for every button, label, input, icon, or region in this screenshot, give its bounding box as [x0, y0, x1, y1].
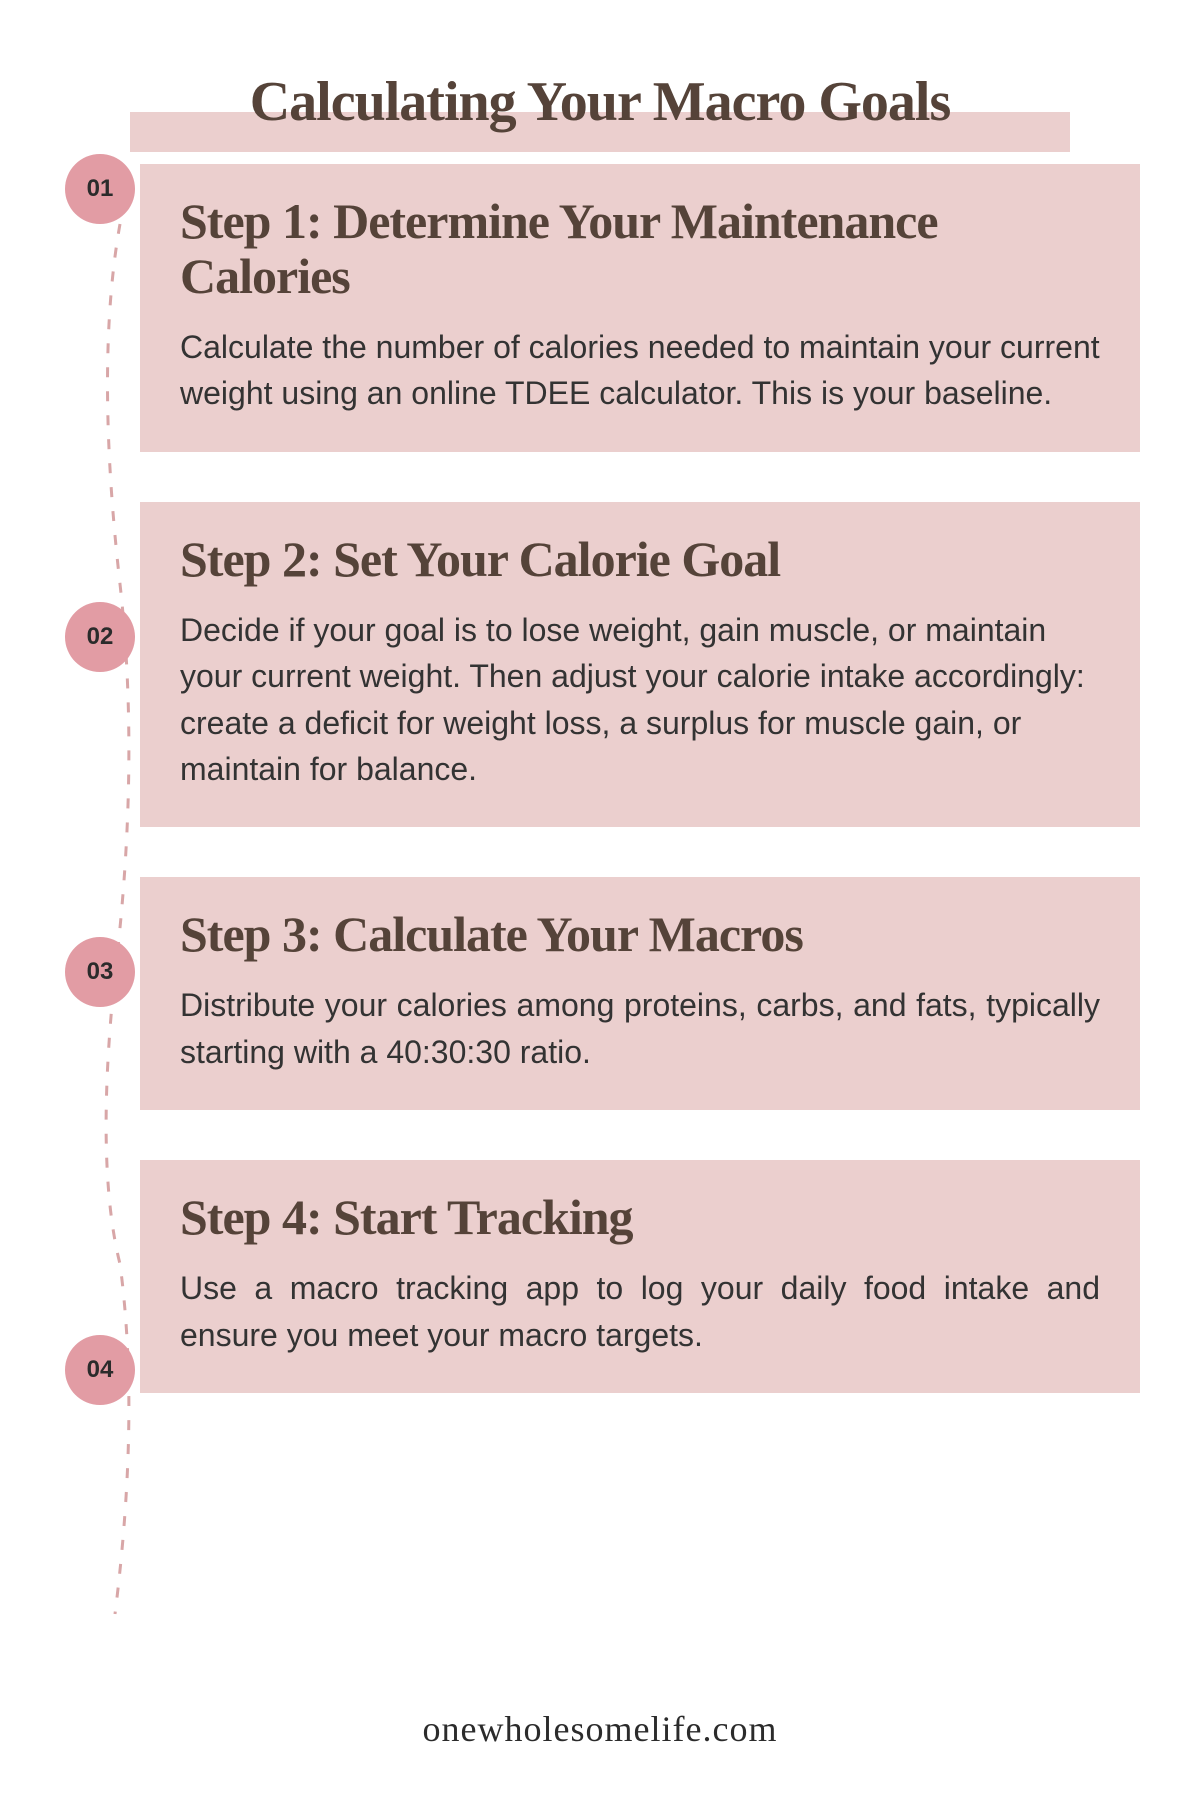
step-body: Distribute your calories among proteins,… — [180, 982, 1100, 1075]
page-title: Calculating Your Macro Goals — [60, 70, 1140, 134]
step-badge-2: 02 — [65, 602, 135, 672]
step-title: Step 1: Determine Your Maintenance Calor… — [180, 194, 1100, 304]
steps-container: 01 Step 1: Determine Your Maintenance Ca… — [140, 164, 1140, 1393]
step-badge-3: 03 — [65, 937, 135, 1007]
step-body: Calculate the number of calories needed … — [180, 324, 1100, 417]
step-badge-4: 04 — [65, 1335, 135, 1405]
step-badge-1: 01 — [65, 154, 135, 224]
step-card-3: 03 Step 3: Calculate Your Macros Distrib… — [140, 877, 1140, 1110]
timeline-dashed-line — [80, 164, 160, 1664]
step-title: Step 2: Set Your Calorie Goal — [180, 532, 1100, 587]
step-number: 04 — [87, 1356, 114, 1384]
step-title: Step 3: Calculate Your Macros — [180, 907, 1100, 962]
step-card-2: 02 Step 2: Set Your Calorie Goal Decide … — [140, 502, 1140, 828]
step-number: 03 — [87, 958, 114, 986]
step-number: 01 — [87, 175, 114, 203]
step-body: Decide if your goal is to lose weight, g… — [180, 607, 1100, 793]
step-body: Use a macro tracking app to log your dai… — [180, 1265, 1100, 1358]
step-card-4: 04 Step 4: Start Tracking Use a macro tr… — [140, 1160, 1140, 1393]
step-number: 02 — [87, 623, 114, 651]
step-card-1: 01 Step 1: Determine Your Maintenance Ca… — [140, 164, 1140, 452]
footer-attribution: onewholesomelife.com — [0, 1708, 1200, 1750]
step-title: Step 4: Start Tracking — [180, 1190, 1100, 1245]
